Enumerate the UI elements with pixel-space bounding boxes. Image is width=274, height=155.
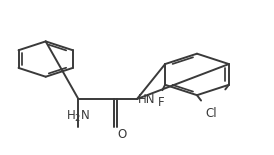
Text: H$_2$N: H$_2$N [66,109,90,124]
Text: HN: HN [138,93,156,106]
Text: F: F [158,96,165,109]
Text: O: O [117,128,126,141]
Text: Cl: Cl [205,107,217,120]
